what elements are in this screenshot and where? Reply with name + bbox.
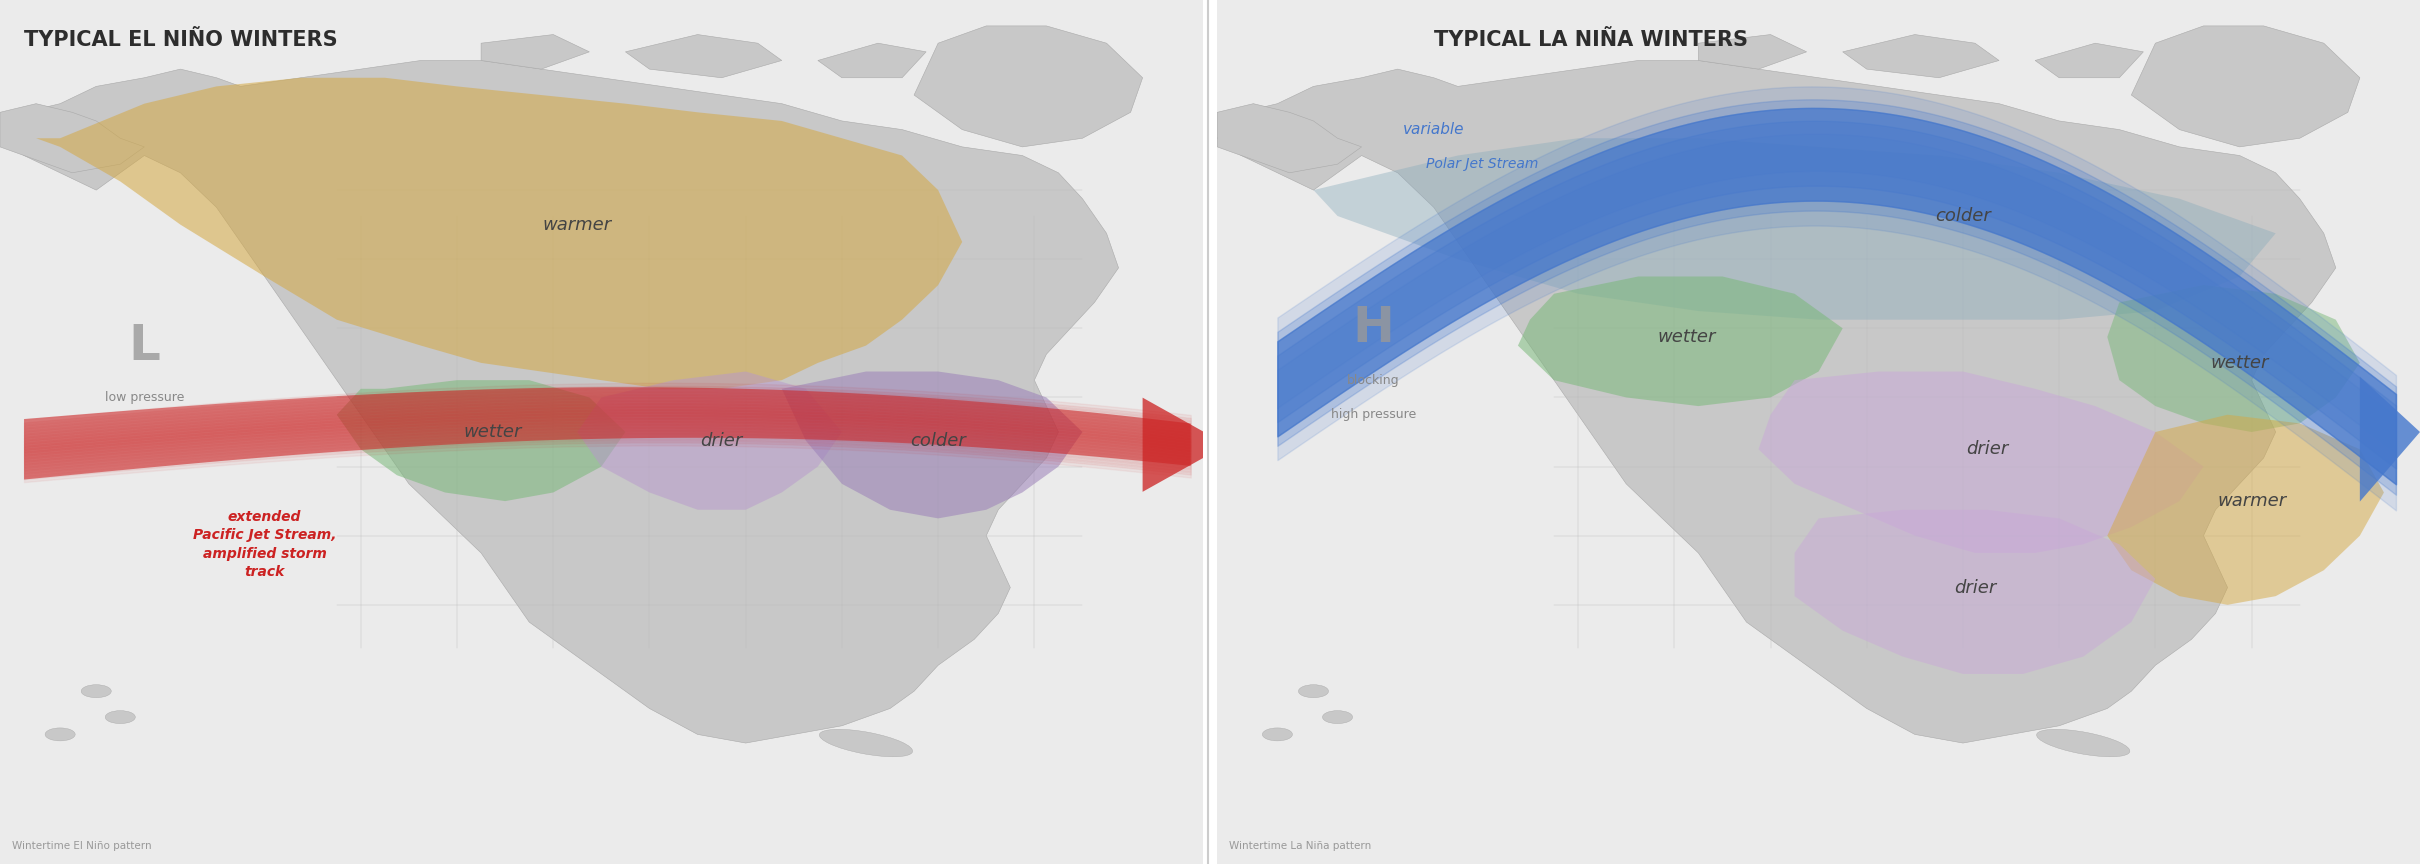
- Text: wetter: wetter: [465, 423, 523, 441]
- Text: blocking: blocking: [1348, 373, 1399, 387]
- Ellipse shape: [46, 727, 75, 740]
- Text: H: H: [1353, 304, 1394, 353]
- Polygon shape: [24, 387, 1191, 480]
- Polygon shape: [1142, 397, 1227, 492]
- Polygon shape: [818, 43, 927, 78]
- Polygon shape: [2108, 285, 2360, 432]
- Polygon shape: [2360, 377, 2420, 501]
- Polygon shape: [1796, 510, 2156, 674]
- Polygon shape: [915, 26, 1142, 147]
- Ellipse shape: [1300, 684, 1329, 698]
- Polygon shape: [1517, 276, 1842, 406]
- Text: drier: drier: [1953, 579, 1996, 596]
- Text: L: L: [128, 321, 160, 370]
- Text: wetter: wetter: [2209, 354, 2270, 372]
- Text: Polar Jet Stream: Polar Jet Stream: [1425, 157, 1539, 171]
- Polygon shape: [482, 35, 590, 69]
- Text: high pressure: high pressure: [1331, 408, 1416, 422]
- Polygon shape: [1314, 138, 2275, 320]
- Text: warmer: warmer: [2217, 492, 2287, 510]
- Polygon shape: [1699, 35, 1808, 69]
- Polygon shape: [1217, 104, 1362, 173]
- Text: TYPICAL EL NIÑO WINTERS: TYPICAL EL NIÑO WINTERS: [24, 30, 339, 50]
- Polygon shape: [336, 380, 624, 501]
- Text: variable: variable: [1404, 122, 1464, 137]
- Polygon shape: [36, 78, 963, 389]
- Polygon shape: [1842, 35, 1999, 78]
- Ellipse shape: [82, 684, 111, 698]
- Ellipse shape: [820, 729, 912, 757]
- Polygon shape: [2132, 26, 2360, 147]
- Text: wetter: wetter: [1658, 328, 1716, 346]
- Text: Wintertime El Niño pattern: Wintertime El Niño pattern: [12, 841, 152, 851]
- Polygon shape: [782, 372, 1082, 518]
- Polygon shape: [578, 372, 842, 510]
- Ellipse shape: [2038, 729, 2130, 757]
- Text: colder: colder: [1936, 207, 1992, 225]
- Text: drier: drier: [699, 432, 743, 449]
- Text: Wintertime La Niña pattern: Wintertime La Niña pattern: [1229, 841, 1372, 851]
- Polygon shape: [624, 35, 782, 78]
- Text: low pressure: low pressure: [104, 391, 184, 404]
- Ellipse shape: [1321, 710, 1353, 724]
- Polygon shape: [2108, 415, 2384, 605]
- Polygon shape: [0, 104, 145, 173]
- Text: warmer: warmer: [542, 216, 612, 233]
- Text: TYPICAL LA NIÑA WINTERS: TYPICAL LA NIÑA WINTERS: [1433, 30, 1747, 50]
- Ellipse shape: [1263, 727, 1292, 740]
- Polygon shape: [1217, 60, 2335, 743]
- Polygon shape: [1759, 372, 2205, 553]
- Polygon shape: [2035, 43, 2144, 78]
- Text: colder: colder: [910, 432, 966, 449]
- Ellipse shape: [104, 710, 136, 724]
- Polygon shape: [0, 60, 1118, 743]
- Text: drier: drier: [1965, 441, 2009, 458]
- Text: extended
Pacific Jet Stream,
amplified storm
track: extended Pacific Jet Stream, amplified s…: [194, 510, 336, 579]
